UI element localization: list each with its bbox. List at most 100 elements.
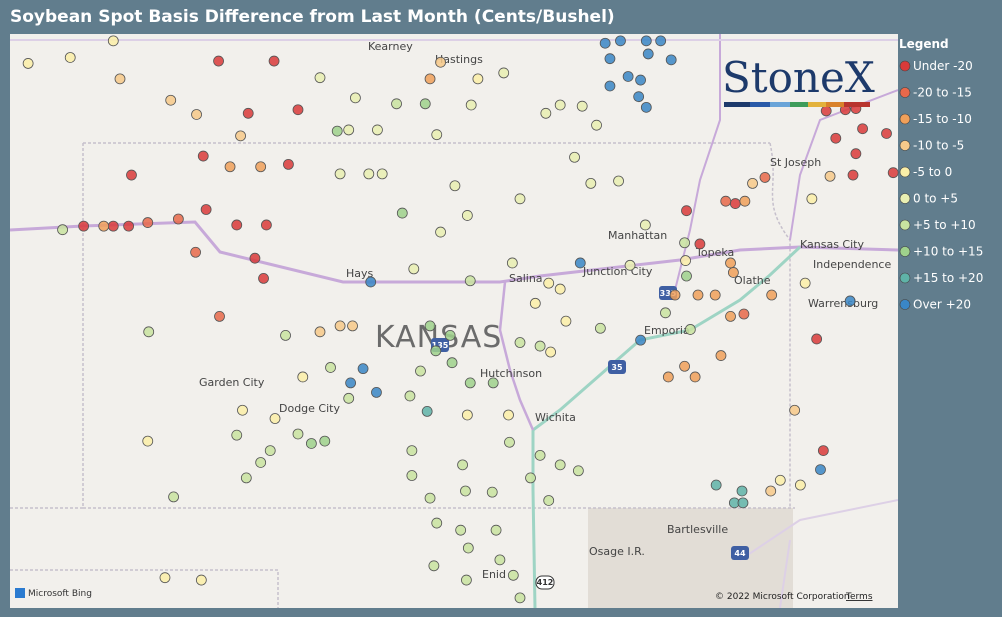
basis-point	[639, 219, 651, 231]
basis-point	[887, 167, 899, 179]
basis-point	[255, 457, 267, 468]
basis-point	[689, 371, 701, 383]
basis-point	[314, 72, 326, 84]
basis-point	[408, 263, 420, 275]
basis-point	[514, 337, 526, 348]
basis-point	[457, 459, 468, 471]
basis-point	[599, 37, 611, 49]
basis-point	[421, 406, 433, 417]
basis-point	[543, 277, 555, 289]
highway-shield	[535, 575, 555, 590]
basis-point	[283, 158, 294, 170]
basis-point	[314, 326, 326, 338]
highway-shield	[608, 360, 626, 374]
basis-point	[143, 326, 155, 338]
basis-point	[585, 177, 597, 189]
legend-marker	[899, 193, 911, 204]
basis-point	[376, 168, 388, 180]
shield-label: 44	[734, 549, 746, 558]
city-label: Junction City	[582, 265, 653, 278]
basis-point	[446, 357, 458, 369]
basis-point	[200, 204, 212, 215]
basis-point	[806, 193, 818, 205]
state-border	[10, 142, 795, 608]
basis-point	[126, 169, 137, 181]
legend-label: +10 to +15	[913, 245, 983, 259]
legend-marker	[899, 140, 911, 151]
basis-point	[325, 362, 336, 373]
city-label: Warrensburg	[808, 297, 878, 310]
basis-point	[736, 485, 748, 497]
basis-point	[738, 308, 750, 320]
basis-point	[655, 35, 667, 47]
basis-point	[461, 210, 473, 221]
basis-point	[255, 161, 267, 173]
basis-point	[391, 98, 402, 110]
basis-point	[739, 195, 751, 207]
basis-point	[534, 449, 546, 461]
basis-point	[190, 246, 201, 258]
basis-point	[455, 524, 467, 536]
basis-point	[545, 346, 557, 358]
city-label: Dodge City	[279, 402, 340, 415]
basis-point	[665, 54, 677, 66]
basis-point	[844, 295, 856, 307]
basis-point	[114, 73, 126, 85]
basis-point	[464, 275, 476, 287]
legend-marker	[899, 299, 911, 310]
city-label: Emporia	[644, 324, 690, 337]
basis-point	[350, 92, 361, 104]
legend-label: 0 to +5	[913, 192, 958, 206]
legend-marker	[899, 166, 911, 178]
basis-point	[197, 150, 209, 162]
basis-point	[765, 485, 777, 497]
basis-point	[572, 465, 584, 477]
legend-label: Over +20	[913, 298, 971, 312]
legend-marker	[899, 272, 911, 284]
basis-point	[615, 35, 626, 47]
basis-point	[431, 517, 443, 529]
city-label: St Joseph	[770, 156, 821, 169]
basis-point	[774, 474, 786, 486]
terms-link[interactable]: Terms	[845, 592, 873, 602]
basis-point	[514, 193, 526, 205]
legend-label: -5 to 0	[913, 165, 952, 179]
basis-point	[168, 491, 179, 503]
basis-point	[261, 219, 272, 231]
city-label: Kansas City	[800, 238, 864, 251]
basis-point	[237, 404, 248, 416]
basis-point	[258, 272, 269, 284]
highway	[674, 34, 721, 291]
basis-point	[830, 132, 842, 144]
city-label: Salina	[509, 272, 543, 285]
basis-point	[213, 55, 224, 67]
basis-point	[428, 560, 440, 572]
basis-point	[507, 569, 519, 581]
basis-point	[525, 472, 536, 484]
basis-point	[64, 52, 76, 63]
basis-point	[576, 100, 588, 112]
basis-point	[292, 428, 304, 440]
title: Soybean Spot Basis Difference from Last …	[10, 7, 615, 27]
basis-point	[737, 497, 749, 509]
basis-point	[465, 99, 477, 111]
basis-point	[464, 377, 476, 389]
basis-point	[679, 360, 690, 372]
basis-point	[543, 495, 555, 506]
highway-shield	[731, 546, 749, 560]
basis-point	[494, 554, 506, 566]
basis-point	[681, 205, 692, 217]
basis-point	[710, 479, 722, 491]
city-label: Topeka	[695, 246, 734, 259]
basis-point	[343, 392, 355, 404]
basis-point	[684, 324, 696, 335]
city-label: Osage I.R.	[589, 545, 645, 558]
basis-point	[297, 371, 309, 383]
basis-point	[642, 48, 654, 60]
basis-point	[498, 67, 510, 79]
city-label: Kearney	[368, 40, 413, 53]
basis-point	[720, 195, 732, 207]
logo: StoneX	[722, 53, 875, 107]
basis-point	[280, 329, 291, 341]
